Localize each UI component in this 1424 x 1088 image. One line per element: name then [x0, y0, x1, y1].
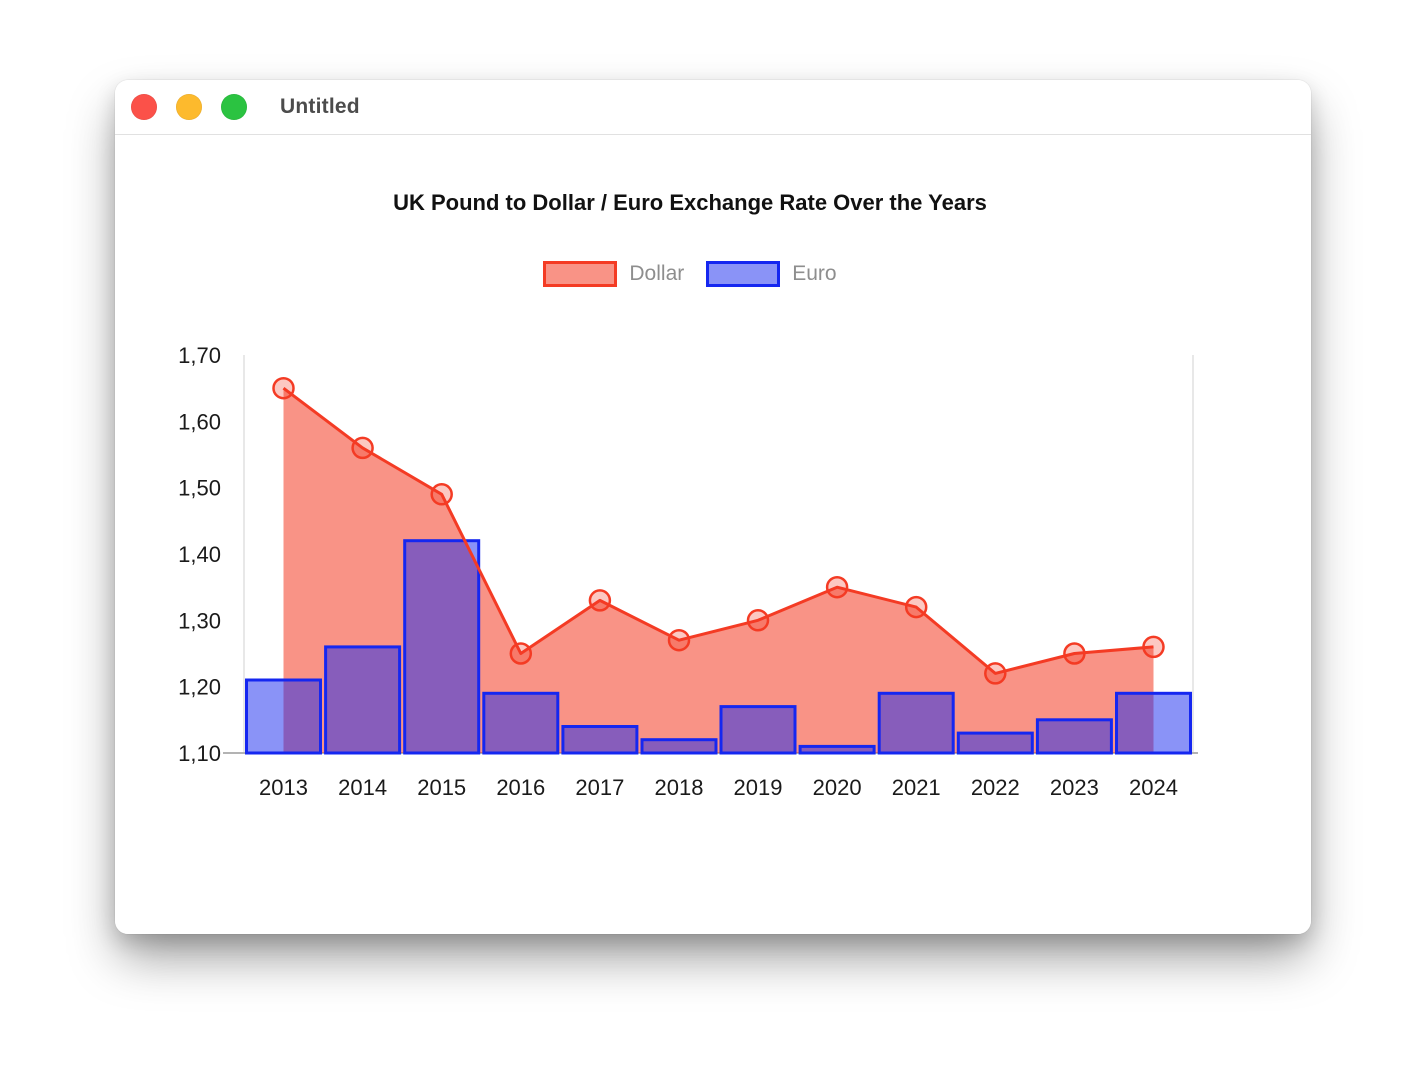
exchange-rate-plot[interactable]: 1,70 1,60 1,50 1,40 1,30 1,20 1,10 2013 2014 2015… [160, 340, 1220, 810]
dollar-point-2021[interactable] [904, 595, 928, 619]
x-axis-tick-label: 2014 [338, 775, 387, 800]
dollar-point-2017[interactable] [588, 589, 612, 612]
x-axis-tick-label: 2024 [1129, 775, 1178, 800]
x-axis-tick-label: 2023 [1050, 775, 1099, 800]
dollar-point-2014[interactable] [351, 436, 374, 460]
x-axis-tick-label: 2020 [813, 775, 862, 800]
window-content: UK Pound to Dollar / Euro Exchange Rate … [115, 135, 1311, 934]
dollar-point-2024[interactable] [1142, 635, 1165, 659]
zoom-button[interactable] [221, 94, 247, 120]
x-axis-tick-label: 2016 [496, 775, 545, 800]
dollar-point-2015[interactable] [430, 483, 453, 506]
euro-legend-swatch [706, 261, 781, 287]
dollar-line [282, 387, 1154, 675]
legend-item-euro[interactable]: Euro [706, 261, 837, 287]
euro-legend-label: Euro [792, 262, 837, 285]
x-axis-tick-label: 2017 [575, 775, 624, 800]
dollar-point-2019[interactable] [746, 609, 770, 632]
dollar-point-2020[interactable] [825, 575, 849, 599]
chart-canvas: UK Pound to Dollar / Euro Exchange Rate … [160, 190, 1220, 820]
y-axis-tick-label: 1,20 [178, 675, 221, 700]
x-axis-tick-label: 2013 [259, 775, 308, 800]
traffic-lights [131, 94, 247, 120]
window-titlebar: Untitled [115, 80, 1311, 135]
euro-bar-2016[interactable] [482, 691, 560, 755]
euro-bar-2022[interactable] [956, 731, 1034, 755]
dollar-point-2023[interactable] [1063, 642, 1086, 665]
y-axis-tick-label: 1,30 [178, 608, 221, 633]
x-axis-tick-label: 2015 [417, 775, 466, 800]
dollar-point-2013[interactable] [272, 376, 295, 400]
dollar-point-2018[interactable] [667, 628, 691, 652]
x-axis-tick-label: 2018 [655, 775, 704, 800]
y-axis-tick-label: 1,50 [178, 476, 221, 501]
x-axis-tick-label: 2019 [734, 775, 783, 800]
y-axis-tick-label: 1,10 [178, 741, 221, 766]
euro-bar-2013[interactable] [245, 678, 322, 755]
y-axis-tick-label: 1,70 [178, 343, 221, 368]
chart-legend: Dollar Euro [160, 261, 1220, 287]
euro-bar-2021[interactable] [877, 691, 955, 755]
euro-bar-2017[interactable] [561, 725, 639, 755]
minimize-button[interactable] [176, 94, 202, 120]
window-title: Untitled [280, 95, 360, 118]
legend-item-dollar[interactable]: Dollar [543, 261, 684, 287]
dollar-area [283, 388, 1154, 753]
euro-bar-2015[interactable] [403, 539, 481, 755]
y-axis-tick-label: 1,60 [178, 409, 221, 434]
chart-title: UK Pound to Dollar / Euro Exchange Rate … [393, 190, 987, 215]
euro-bar-2020[interactable] [798, 744, 876, 755]
dollar-legend-swatch [543, 261, 618, 287]
dollar-point-2022[interactable] [984, 662, 1007, 685]
x-axis-tick-label: 2022 [971, 775, 1020, 800]
close-button[interactable] [131, 94, 157, 120]
x-axis-tick-label: 2021 [892, 775, 941, 800]
euro-bar-2019[interactable] [719, 705, 797, 755]
app-window: Untitled UK Pound to Dollar / Euro Excha… [115, 80, 1311, 934]
euro-bar-2014[interactable] [324, 645, 402, 755]
dollar-legend-label: Dollar [629, 262, 685, 285]
euro-bar-2024[interactable] [1115, 691, 1192, 755]
dollar-point-2016[interactable] [509, 642, 533, 665]
euro-bar-2018[interactable] [640, 738, 718, 755]
y-axis-tick-label: 1,40 [178, 542, 221, 567]
euro-bar-2023[interactable] [1035, 718, 1113, 755]
